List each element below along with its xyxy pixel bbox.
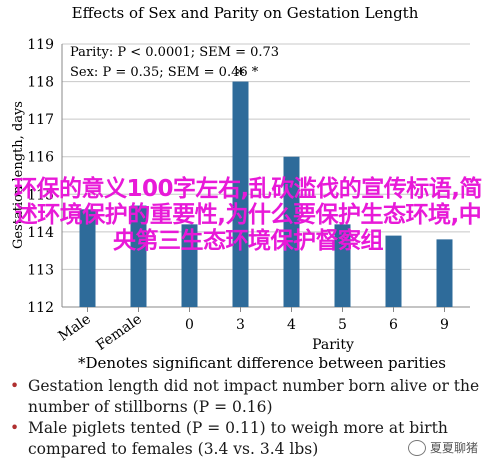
sex-stat-annotation: Sex: P = 0.35; SEM = 0.46 * [70, 65, 259, 80]
bar [181, 224, 198, 307]
x-tick-label: 0 [185, 317, 194, 333]
watermark-text: 夏夏聊猪 [429, 441, 478, 455]
x-tick-label: 3 [236, 317, 245, 333]
bullet-dot-icon: • [10, 419, 20, 437]
bar [436, 239, 453, 307]
bullet-item: • Male piglets tented (P = 0.11) to weig… [10, 418, 480, 460]
y-tick-label: 112 [27, 300, 54, 316]
bullet-dot-icon: • [10, 377, 20, 395]
watermark: 夏夏聊猪 [407, 439, 478, 456]
x-tick-label: 6 [389, 317, 398, 333]
bar [232, 81, 249, 307]
parity-stat-annotation: Parity: P < 0.0001; SEM = 0.73 [70, 45, 279, 60]
x-tick-label: 4 [287, 317, 296, 333]
plot-area: 112 113 114 115 116 117 118 119 Male Female 0 3 4 5 6 9… [27, 37, 470, 354]
y-tick-label: 115 [27, 187, 54, 203]
bullet-text: Gestation length did not impact number b… [28, 377, 480, 416]
x-tick-label: Male [56, 311, 94, 344]
overlay-text: 环保的意义100字左右,乱砍滥伐的宣传标语,简述环境保护的重要性,为什么要保护生… [14, 176, 483, 254]
bullet-list: • Gestation length did not impact number… [10, 376, 480, 460]
x-tick-label: 9 [440, 317, 449, 333]
x-tick-label: Female [93, 311, 144, 354]
bar [79, 209, 96, 307]
wechat-icon [407, 439, 426, 456]
bullet-text: Male piglets tented (P = 0.11) to weigh … [28, 419, 448, 458]
bar [130, 205, 147, 307]
chart-title: Effects of Sex and Parity on Gestation L… [72, 4, 419, 22]
x-tick-label: 5 [338, 317, 347, 333]
y-axis-label: Gestation length, days [11, 101, 26, 249]
y-tick-label: 113 [27, 262, 54, 278]
footnote: *Denotes significant difference between … [78, 354, 446, 372]
significance-marker: * [237, 65, 245, 84]
y-tick-label: 114 [27, 225, 54, 241]
x-axis-label: Parity [312, 337, 354, 353]
bullet-item: • Gestation length did not impact number… [10, 376, 480, 418]
bar [334, 224, 351, 307]
y-tick-label: 119 [27, 37, 54, 53]
bar [385, 235, 402, 307]
y-tick-label: 116 [27, 150, 54, 166]
y-tick-label: 118 [27, 75, 54, 91]
y-tick-label: 117 [27, 112, 54, 128]
bar [283, 156, 300, 307]
